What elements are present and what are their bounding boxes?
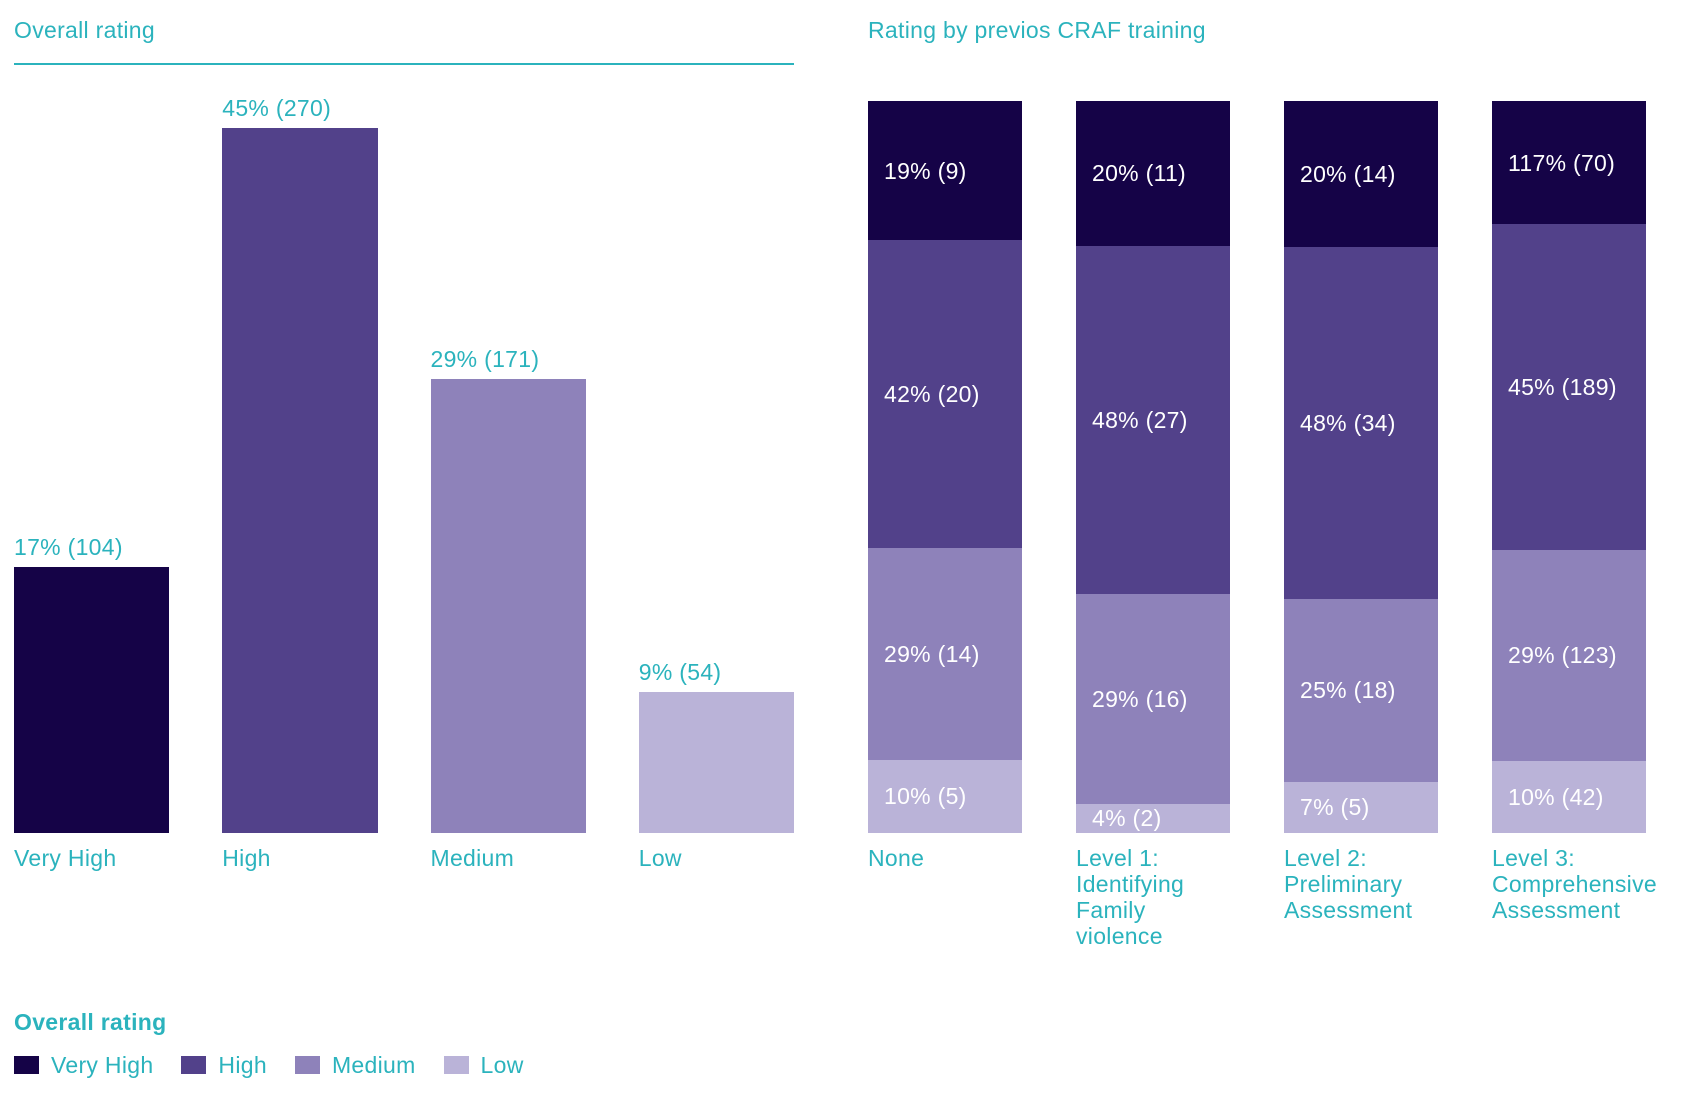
legend-label: High	[218, 1052, 267, 1078]
stack-segment-label: 20% (11)	[1092, 160, 1187, 187]
stack-segment-label: 29% (14)	[884, 640, 980, 667]
stack-segment-label: 117% (70)	[1508, 149, 1616, 176]
legend-swatch	[294, 1056, 320, 1074]
category-label: Medium	[430, 845, 515, 871]
legend-swatch	[181, 1056, 207, 1074]
stack-segment-label: 4% (2)	[1092, 805, 1162, 832]
bar	[14, 567, 170, 833]
stacked-column-1: 19% (9) 42% (20) 29% (14) 10% (5)	[868, 101, 1022, 833]
stack-segment-medium: 29% (123)	[1492, 550, 1646, 761]
legend-item-very-high: Very High	[14, 1051, 153, 1079]
legend-label: Medium	[331, 1052, 416, 1078]
craf-training-chart: Rating by previos CRAF training 19% (9) 4…	[868, 16, 1657, 949]
stack-segment-label: 48% (27)	[1092, 406, 1188, 433]
stack-segment-low: 4% (2)	[1076, 804, 1230, 833]
stack-segment-very-high: 19% (9)	[868, 101, 1022, 241]
bar-value-label: 29% (171)	[430, 346, 540, 372]
bar-value-label: 45% (270)	[222, 95, 332, 121]
stack-segment-very-high: 20% (14)	[1284, 101, 1438, 248]
stacked-column-3: 20% (14) 48% (34) 25% (18) 7% (5)	[1284, 101, 1438, 833]
overall-rating-title: Overall rating	[14, 16, 794, 65]
craf-training-plot: 19% (9) 42% (20) 29% (14) 10% (5) 20% (11) 48…	[868, 101, 1646, 833]
category-label: Level 2: Preliminary Assessment	[1284, 845, 1413, 923]
stack-segment-medium: 29% (14)	[868, 547, 1022, 760]
legend-swatch	[443, 1056, 469, 1074]
stack-segment-label: 45% (189)	[1508, 374, 1617, 401]
stack-segment-label: 19% (9)	[884, 157, 967, 184]
craf-training-title: Rating by previos CRAF training	[868, 17, 1206, 43]
stack-segment-low: 7% (5)	[1284, 781, 1438, 833]
legend-item-high: High	[181, 1051, 267, 1079]
bar	[638, 692, 794, 833]
legend-item-low: Low	[443, 1051, 524, 1079]
legend-label: Low	[480, 1052, 524, 1078]
category-label: High	[222, 845, 271, 871]
stack-segment-high: 45% (189)	[1492, 224, 1646, 551]
legend-items: Very High High Medium Low	[14, 1051, 524, 1079]
stack-segment-high: 42% (20)	[868, 240, 1022, 548]
legend-title: Overall rating	[14, 1009, 167, 1035]
stack-segment-label: 42% (20)	[884, 380, 980, 407]
category-label: None	[868, 845, 925, 871]
stack-segment-label: 10% (42)	[1508, 783, 1604, 810]
stack-segment-label: 29% (123)	[1508, 642, 1617, 669]
bar-value-label: 9% (54)	[638, 659, 722, 685]
stack-segment-label: 10% (5)	[884, 783, 967, 810]
overall-rating-chart: Overall rating 17% (104) 45% (270) 29% (17…	[14, 16, 794, 871]
overall-rating-plot: 17% (104) 45% (270) 29% (171) 9% (54)	[14, 66, 794, 833]
stacked-column-2: 20% (11) 48% (27) 29% (16) 4% (2)	[1076, 101, 1230, 833]
stack-segment-high: 48% (27)	[1076, 245, 1230, 594]
bar-column-very-high: 17% (104)	[14, 533, 170, 833]
stack-segment-medium: 25% (18)	[1284, 598, 1438, 782]
stack-segment-label: 48% (34)	[1300, 410, 1396, 437]
category-label: Very High	[14, 845, 117, 871]
stack-segment-label: 25% (18)	[1300, 677, 1396, 704]
stacked-column-4: 117% (70) 45% (189) 29% (123) 10% (42)	[1492, 101, 1646, 833]
bar-column-low: 9% (54)	[638, 658, 794, 833]
bar	[222, 128, 378, 833]
category-label: Level 3: Comprehensive Assessment	[1492, 845, 1657, 923]
bar-column-medium: 29% (171)	[430, 345, 586, 833]
bar-value-label: 17% (104)	[14, 534, 123, 560]
stack-segment-high: 48% (34)	[1284, 247, 1438, 599]
stack-segment-label: 29% (16)	[1092, 685, 1188, 712]
stack-segment-label: 7% (5)	[1300, 794, 1370, 821]
stack-segment-low: 10% (5)	[868, 759, 1022, 833]
bar	[430, 379, 586, 833]
overall-rating-axis: Very High High Medium Low	[14, 845, 794, 871]
legend-label: Very High	[51, 1052, 154, 1078]
stack-segment-very-high: 20% (11)	[1076, 101, 1230, 246]
legend-swatch	[14, 1056, 39, 1074]
craf-training-axis: None Level 1: Identifying Family violence…	[868, 845, 1657, 949]
stack-segment-very-high: 117% (70)	[1492, 101, 1646, 225]
stack-segment-low: 10% (42)	[1492, 760, 1646, 833]
stack-segment-medium: 29% (16)	[1076, 593, 1230, 804]
overall-rating-legend: Overall rating Very High High Medium Low	[14, 1008, 524, 1079]
bar-column-high: 45% (270)	[222, 94, 378, 833]
stack-segment-label: 20% (14)	[1300, 161, 1396, 188]
category-label: Low	[638, 845, 682, 871]
category-label: Level 1: Identifying Family violence	[1076, 845, 1185, 949]
legend-item-medium: Medium	[294, 1051, 416, 1079]
